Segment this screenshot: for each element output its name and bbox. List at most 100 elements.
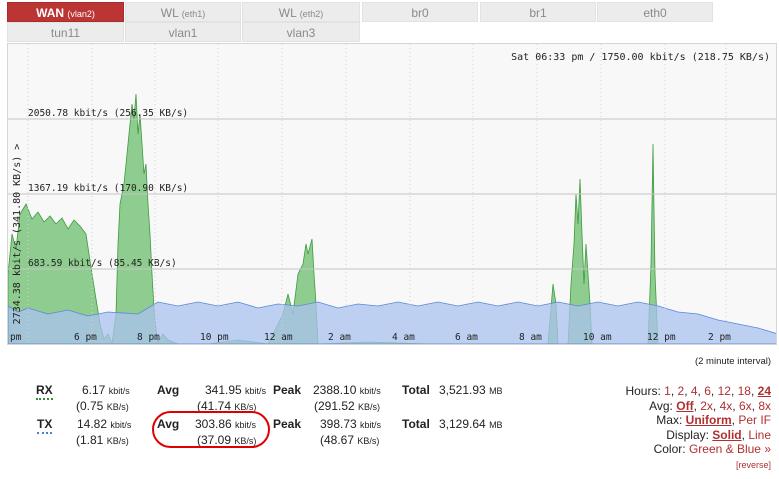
time-label: 12 am bbox=[264, 332, 293, 343]
time-label: pm bbox=[10, 332, 22, 343]
hours-link-1[interactable]: 1 bbox=[664, 384, 671, 398]
tab-label: vlan3 bbox=[286, 26, 316, 40]
tab-vlan3[interactable]: vlan3 bbox=[242, 22, 360, 42]
tx-peak-unit: kbit/s bbox=[360, 420, 382, 430]
tx-avg-value: 303.86 bbox=[195, 417, 232, 431]
reverse-link[interactable]: [reverse] bbox=[735, 459, 771, 470]
rx-avg-value: 341.95 bbox=[205, 383, 242, 397]
time-label: 2 pm bbox=[708, 332, 731, 343]
graph-canvas: 2050.78 kbit/s (256.35 KB/s) 1367.19 kbit… bbox=[8, 44, 776, 344]
tx-peak-value: 398.73 bbox=[320, 417, 357, 431]
rx-avg-label: Avg bbox=[157, 383, 180, 397]
rx-total: 3,521.93 MB bbox=[439, 383, 503, 397]
interval-label: (2 minute interval) bbox=[694, 356, 771, 367]
rx-current-bytes-value: (0.75 bbox=[76, 399, 104, 413]
max-option: Max: Uniform, Per IF bbox=[625, 413, 771, 428]
time-label: 8 am bbox=[519, 332, 542, 343]
avg-link-4x[interactable]: 4x bbox=[719, 398, 733, 413]
tab-wl-eth1[interactable]: WL (eth1) bbox=[125, 2, 241, 22]
rx-total-label: Total bbox=[402, 383, 430, 397]
avg-link-2x[interactable]: 2x bbox=[700, 398, 713, 413]
rx-total-value: 3,521.93 bbox=[439, 383, 486, 397]
gridline-label: 683.59 kbit/s (85.45 KB/s) bbox=[28, 258, 177, 269]
rx-avg-unit: kbit/s bbox=[245, 386, 267, 396]
tx-total-value: 3,129.64 bbox=[439, 417, 486, 431]
rx-avg-bytes-value: (41.74 bbox=[197, 399, 232, 413]
tx-avg-unit: kbit/s bbox=[235, 420, 257, 430]
tab-br0[interactable]: br0 bbox=[362, 2, 478, 22]
tab-vlan1[interactable]: vlan1 bbox=[125, 22, 241, 42]
gridlines: 2050.78 kbit/s (256.35 KB/s) 1367.19 kbit… bbox=[8, 108, 776, 270]
color-option: Color: Green & Blue » bbox=[625, 442, 771, 457]
rx-current-unit: kbit/s bbox=[108, 386, 130, 396]
hours-link-24[interactable]: 24 bbox=[757, 384, 771, 398]
tx-total: 3,129.64 MB bbox=[439, 417, 503, 431]
time-label: 12 pm bbox=[647, 332, 676, 343]
color-label: Color: bbox=[653, 442, 686, 456]
rx-current-bytes: (0.75 KB/s) bbox=[76, 399, 129, 413]
max-link-uniform[interactable]: Uniform bbox=[685, 413, 732, 427]
rx-peak-bytes-value: (291.52 bbox=[314, 399, 355, 413]
color-scheme-link[interactable]: Green & Blue » bbox=[688, 442, 771, 456]
interface-tabs: WAN (vlan2) WL (eth1) WL (eth2) br0 br1 … bbox=[0, 0, 779, 44]
hours-link-2[interactable]: 2 bbox=[677, 384, 685, 398]
rx-peak: 2388.10 kbit/s bbox=[313, 383, 381, 397]
time-axis: pm 6 pm 8 pm 10 pm 12 am 2 am 4 am 6 am 8 am 10 a… bbox=[10, 44, 731, 344]
gridline-label: 2050.78 kbit/s (256.35 KB/s) bbox=[28, 108, 188, 119]
rx-peak-bytes: (291.52 KB/s) bbox=[314, 399, 380, 413]
tab-wl-eth2[interactable]: WL (eth2) bbox=[242, 2, 360, 22]
tx-peak-label: Peak bbox=[273, 417, 302, 431]
avg-link-8x[interactable]: 8x bbox=[758, 398, 771, 413]
tab-br1[interactable]: br1 bbox=[480, 2, 596, 22]
max-label: Max: bbox=[656, 413, 683, 427]
display-option: Display: Solid, Line bbox=[625, 428, 771, 443]
display-link-solid[interactable]: Solid bbox=[712, 427, 742, 442]
max-links: Uniform, Per IF bbox=[685, 413, 771, 427]
tab-sublabel: (eth1) bbox=[181, 9, 206, 19]
tab-label: WL bbox=[278, 6, 297, 20]
graph-status: Sat 06:33 pm / 1750.00 kbit/s (218.75 KB… bbox=[511, 52, 770, 63]
tx-current-bytes: (1.81 KB/s) bbox=[76, 433, 129, 447]
tx-label-text: TX bbox=[37, 417, 53, 434]
avg-links: Off, 2x, 4x, 6x, 8x bbox=[676, 398, 771, 413]
tx-current-bytes-unit: KB/s) bbox=[106, 436, 129, 446]
rx-label-text: RX bbox=[36, 383, 53, 400]
tab-label: br1 bbox=[529, 6, 547, 20]
rx-avg: 341.95 kbit/s bbox=[205, 383, 266, 397]
tx-current-bytes-value: (1.81 bbox=[76, 433, 104, 447]
hours-link-6[interactable]: 6 bbox=[704, 384, 711, 398]
hours-links: 1, 2, 4, 6, 12, 18, 24 bbox=[664, 384, 771, 398]
tab-tun11[interactable]: tun11 bbox=[7, 22, 124, 42]
rx-label: RX bbox=[36, 383, 53, 400]
time-label: 10 am bbox=[583, 332, 612, 343]
graph-options: Hours: 1, 2, 4, 6, 12, 18, 24 Avg: Off, … bbox=[625, 384, 771, 472]
rx-peak-bytes-unit: KB/s) bbox=[358, 402, 381, 412]
max-link-per-if[interactable]: Per IF bbox=[738, 413, 771, 427]
rx-current: 6.17 kbit/s bbox=[82, 383, 130, 397]
avg-option: Avg: Off, 2x, 4x, 6x, 8x bbox=[625, 399, 771, 414]
hours-link-12[interactable]: 12 bbox=[717, 384, 731, 398]
rx-avg-bytes-unit: KB/s) bbox=[234, 402, 257, 412]
bandwidth-graph: 2050.78 kbit/s (256.35 KB/s) 1367.19 kbit… bbox=[7, 43, 777, 345]
rx-current-value: 6.17 bbox=[82, 383, 106, 397]
hours-label: Hours: bbox=[625, 384, 661, 398]
display-link-line[interactable]: Line bbox=[748, 427, 771, 442]
tab-eth0[interactable]: eth0 bbox=[597, 2, 713, 22]
annotation-circle bbox=[152, 411, 270, 448]
tab-wan-vlan2[interactable]: WAN (vlan2) bbox=[7, 2, 124, 22]
avg-link-off[interactable]: Off bbox=[676, 398, 694, 413]
hours-link-18[interactable]: 18 bbox=[737, 384, 751, 398]
time-label: 8 pm bbox=[137, 332, 160, 343]
display-links: Solid, Line bbox=[712, 427, 771, 442]
tx-avg-bytes: (37.09 KB/s) bbox=[197, 433, 256, 447]
tab-label: WL bbox=[160, 6, 179, 20]
tab-sublabel: (eth2) bbox=[299, 9, 324, 19]
tx-peak: 398.73 kbit/s bbox=[320, 417, 381, 431]
rx-peak-unit: kbit/s bbox=[359, 386, 381, 396]
tx-current-unit: kbit/s bbox=[110, 420, 132, 430]
avg-link-6x[interactable]: 6x bbox=[738, 398, 752, 413]
tx-avg: 303.86 kbit/s bbox=[195, 417, 256, 431]
time-label: 4 am bbox=[392, 332, 415, 343]
avg-option-label: Avg: bbox=[649, 398, 673, 413]
hours-link-4[interactable]: 4 bbox=[690, 384, 698, 398]
